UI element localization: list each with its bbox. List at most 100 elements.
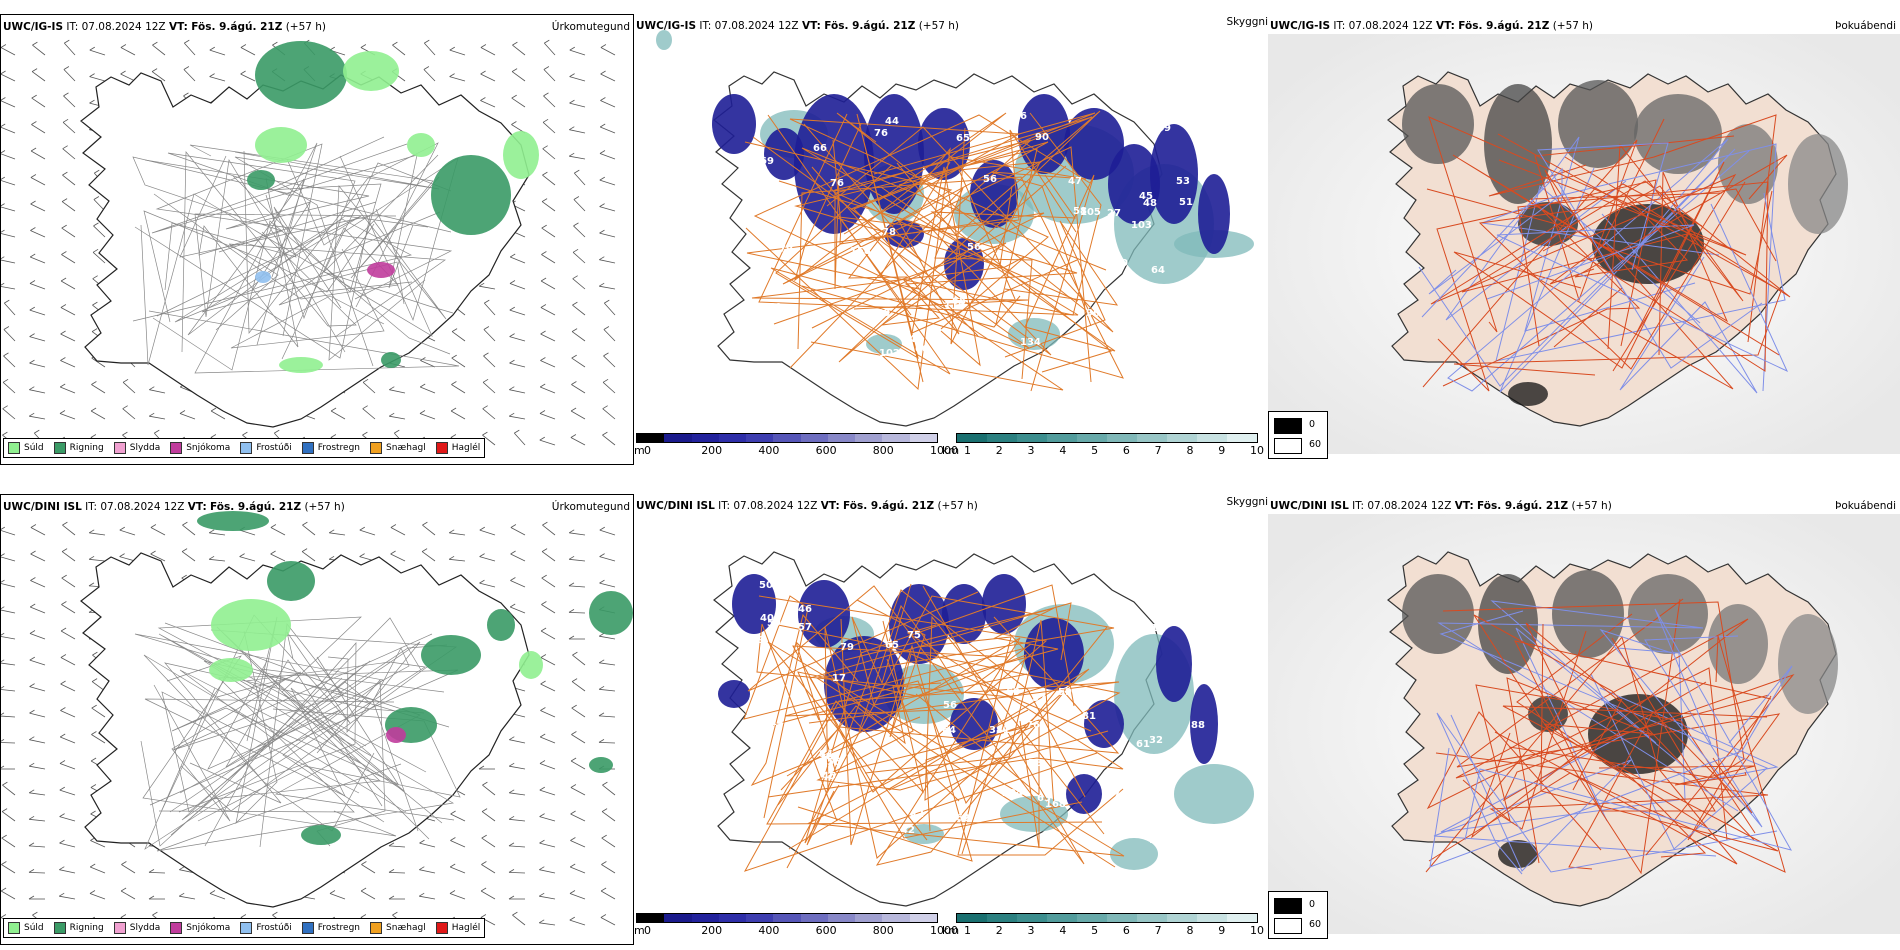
wind-barb xyxy=(570,760,586,770)
wind-barb xyxy=(62,524,76,536)
wind-barb xyxy=(89,76,106,82)
wind-barb xyxy=(451,357,466,368)
wind-barb-flag xyxy=(448,529,455,534)
wind-barb-flag xyxy=(424,39,430,44)
cloud-base-area xyxy=(864,94,924,214)
wind-barb xyxy=(599,259,616,264)
fog-area xyxy=(1498,840,1538,868)
colorbar xyxy=(636,433,938,443)
colorbar-tick: 7 xyxy=(1154,444,1162,457)
legend-swatch xyxy=(370,442,383,454)
colorbar xyxy=(636,913,938,923)
wind-barb-flag xyxy=(1,97,6,101)
wind-barb xyxy=(62,174,76,186)
road-line xyxy=(767,624,1124,798)
wind-barb-flag xyxy=(152,41,158,46)
wind-barb xyxy=(509,415,526,420)
wind-barb xyxy=(540,307,556,316)
cloud-base-value: 42 xyxy=(910,809,924,820)
wind-barb xyxy=(29,659,46,666)
wind-barb-flag xyxy=(570,784,577,788)
road-line xyxy=(181,660,343,821)
cloud-base-value: 56 xyxy=(773,330,787,341)
wind-barb-flag xyxy=(60,680,66,685)
fog-area xyxy=(1588,694,1688,774)
wind-barb-flag xyxy=(60,627,67,632)
wind-barb-flag xyxy=(569,99,575,104)
wind-barb xyxy=(59,413,76,420)
wind-barb-flag xyxy=(60,330,66,335)
colorbar-step xyxy=(800,434,828,442)
cloud-base-value: 45 xyxy=(822,771,836,782)
wind-barb-flag xyxy=(481,834,487,839)
cloud-base-value: 68 xyxy=(952,296,966,307)
wind-barb xyxy=(179,413,196,420)
colorbar-step xyxy=(773,914,801,922)
wind-barb-flag xyxy=(1,44,7,48)
river-line xyxy=(1464,608,1793,851)
wind-barb xyxy=(28,872,46,874)
wind-barb-flag xyxy=(330,407,337,412)
colorbar-tick: 600 xyxy=(815,444,837,457)
precip-area xyxy=(279,357,323,373)
colorbar-tick: 1000 xyxy=(930,444,958,457)
wind-barb-flag xyxy=(512,911,518,916)
wind-barb xyxy=(601,864,616,874)
colorbar-step xyxy=(987,434,1017,442)
colorbar-unit: m xyxy=(634,924,645,937)
wind-barb xyxy=(509,309,526,316)
colorbar-step xyxy=(1077,914,1107,922)
wind-barb-flag xyxy=(62,171,68,176)
colorbar-step xyxy=(664,434,692,442)
wind-barb-flag xyxy=(600,97,606,101)
colorbar-step xyxy=(1017,914,1047,922)
wind-barb xyxy=(184,42,196,56)
wind-barb xyxy=(599,153,616,160)
wind-barb-flag xyxy=(148,412,155,417)
colorbar-step xyxy=(1197,434,1227,442)
wind-barb-flag xyxy=(2,781,8,786)
legend-item-frostregn: Frostregn xyxy=(301,922,360,934)
wind-barb xyxy=(59,789,76,796)
road-line xyxy=(181,151,357,353)
precip-area xyxy=(381,352,401,368)
wind-barb xyxy=(183,69,196,82)
wind-barb xyxy=(423,69,436,82)
wind-barb xyxy=(569,76,586,82)
cloud-colorbar: m 0 200 400 600 800 1000 km 1 2 3 4 5 6 7 8 9 10 xyxy=(634,913,1264,945)
cloud-base-value: 76 xyxy=(1026,720,1040,731)
wind-barb xyxy=(450,813,466,822)
wind-barb xyxy=(1,233,16,238)
road-line xyxy=(187,178,429,346)
wind-barb-flag xyxy=(421,548,428,552)
wind-barb xyxy=(270,527,286,536)
wind-barb-flag xyxy=(61,198,68,202)
wind-barb-flag xyxy=(1,229,5,233)
road-line xyxy=(782,141,1092,383)
precip-area xyxy=(503,131,539,179)
cloud-visibility-panel-bottom: UWC/DINI ISL IT: 07.08.2024 12Z VT: Fös.… xyxy=(634,494,1268,945)
wind-barb-flag xyxy=(362,431,368,436)
wind-barb xyxy=(329,893,346,900)
wind-barb-flag xyxy=(510,550,516,555)
wind-barb-flag xyxy=(30,524,37,528)
colorbar-tick: 400 xyxy=(758,924,780,937)
wind-barb xyxy=(29,415,46,420)
road-line xyxy=(1426,667,1728,851)
colorbar-step xyxy=(637,434,665,442)
wind-barb-flag xyxy=(479,553,485,557)
wind-barb xyxy=(362,408,376,420)
cloud-base-value: 60 xyxy=(876,308,890,319)
wind-barb-flag xyxy=(184,39,190,44)
legend-item-slydda: Slydda xyxy=(113,922,160,934)
wind-barb xyxy=(1,100,16,108)
wind-barb-flag xyxy=(603,326,610,330)
road-line xyxy=(834,139,1032,290)
road-line xyxy=(1506,677,1709,864)
colorbar-tick: 4 xyxy=(1059,444,1067,457)
wind-barb-flag xyxy=(598,685,605,690)
wind-barb-flag xyxy=(93,196,100,200)
colorbar-step xyxy=(773,434,801,442)
river-line xyxy=(1447,138,1750,392)
cloud-base-value: 46 xyxy=(1197,607,1211,618)
